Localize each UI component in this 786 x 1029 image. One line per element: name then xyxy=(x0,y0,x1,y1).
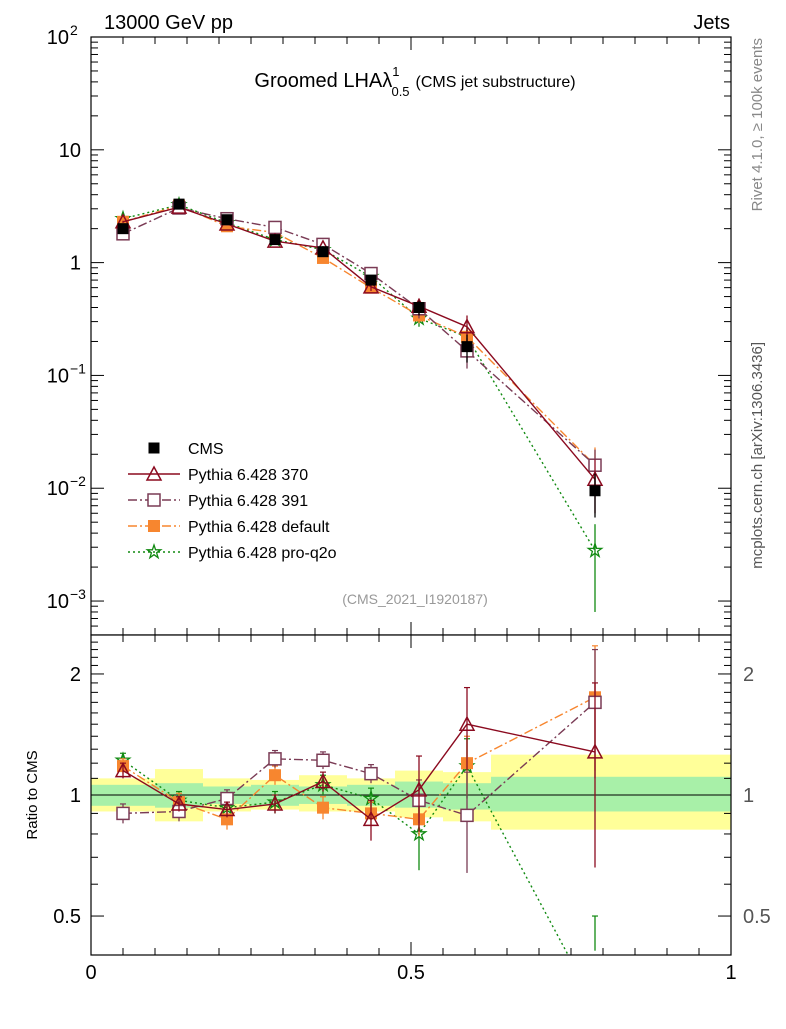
marker-square xyxy=(117,223,129,235)
y-tick-label-exponent: −1 xyxy=(70,360,86,376)
y-tick-label-exponent: −2 xyxy=(70,473,86,489)
x-tick-label: 0 xyxy=(85,962,96,984)
rivet-version-label: Rivet 4.1.0, ≥ 100k events xyxy=(749,38,766,211)
marker-open-square xyxy=(268,752,282,766)
marker-triangle xyxy=(266,795,284,811)
y-tick-label: 10 xyxy=(47,365,69,387)
ratio-y-tick-label: 0.5 xyxy=(53,906,81,928)
series-line xyxy=(122,207,596,466)
header-category: Jets xyxy=(693,12,730,34)
marker-star xyxy=(586,541,604,558)
marker-triangle xyxy=(458,318,476,334)
marker-open-square xyxy=(147,493,161,507)
marker-triangle xyxy=(170,795,188,811)
marker-square xyxy=(148,442,160,454)
marker-open-square xyxy=(268,220,282,235)
legend-label: Pythia 6.428 default xyxy=(188,519,330,536)
y-tick-label: 10 xyxy=(47,591,69,613)
marker-triangle xyxy=(410,781,428,797)
ratio-series xyxy=(91,645,731,955)
main-title: Groomed LHAλ1 0.5 (CMS jet substructure) xyxy=(254,64,575,99)
x-tick-label: 0.5 xyxy=(397,962,425,984)
legend-label: Pythia 6.428 391 xyxy=(188,493,308,510)
header-energy: 13000 GeV pp xyxy=(104,12,233,34)
ratio-y-axis-label: Ratio to CMS xyxy=(24,750,41,839)
marker-triangle xyxy=(362,278,380,294)
main-series xyxy=(114,195,604,612)
series-line xyxy=(122,206,596,480)
marker-square xyxy=(221,813,233,826)
marker-square xyxy=(221,214,233,226)
marker-triangle xyxy=(218,800,236,817)
marker-star xyxy=(410,824,428,842)
y-tick-label: 10 xyxy=(47,478,69,500)
marker-square xyxy=(317,246,329,258)
title-subtitle: (CMS jet substructure) xyxy=(416,74,576,91)
title-sup: 1 xyxy=(392,64,399,79)
marker-square xyxy=(148,520,160,532)
main-frame xyxy=(90,36,732,636)
y-tick-label: 10 xyxy=(59,140,81,162)
ratio-plot: 2 2 1 1 0.5 0.5 0 0.5 1 Ratio to CMS xyxy=(24,634,771,984)
x-tick-label: 1 xyxy=(725,962,736,984)
title-symbol: λ xyxy=(382,70,392,92)
y-tick-label-exponent: −3 xyxy=(70,586,86,602)
marker-square xyxy=(589,485,601,497)
marker-open-square xyxy=(316,753,330,768)
series-line xyxy=(122,204,596,551)
marker-open-square xyxy=(116,806,130,821)
marker-triangle xyxy=(145,465,163,481)
series-line xyxy=(122,204,596,466)
legend-label: Pythia 6.428 pro-q2o xyxy=(188,545,337,562)
marker-triangle xyxy=(314,772,332,789)
marker-square xyxy=(413,302,425,314)
title-text: Groomed LHA xyxy=(254,70,382,92)
ratio-y-tick-label-right: 1 xyxy=(743,785,754,807)
marker-triangle xyxy=(114,762,132,778)
ratio-y-tick-label: 2 xyxy=(70,664,81,686)
legend-label: Pythia 6.428 370 xyxy=(188,467,308,484)
marker-square xyxy=(365,274,377,286)
marker-square xyxy=(317,251,329,264)
y-tick-label: 10 xyxy=(47,27,69,49)
mcplots-label: mcplots.cern.ch [arXiv:1306.3436] xyxy=(749,342,766,569)
marker-square xyxy=(269,234,281,246)
marker-square xyxy=(461,341,473,353)
ratio-y-tick-label: 1 xyxy=(70,785,81,807)
marker-square xyxy=(269,769,281,782)
ratio-y-tick-label-right: 0.5 xyxy=(743,906,771,928)
marker-triangle xyxy=(458,715,476,731)
marker-triangle xyxy=(362,810,380,827)
y-tick-label: 1 xyxy=(70,253,81,275)
marker-star xyxy=(145,542,163,560)
marker-square xyxy=(173,198,185,210)
marker-square xyxy=(317,801,329,814)
title-sub: 0.5 xyxy=(391,84,409,99)
ratio-y-tick-label-right: 2 xyxy=(743,664,754,686)
marker-open-square xyxy=(364,766,378,781)
analysis-id: (CMS_2021_I1920187) xyxy=(342,591,488,607)
y-tick-label-exponent: 2 xyxy=(70,22,78,38)
marker-triangle xyxy=(586,743,604,759)
legend: CMS Pythia 6.428 370 Pythia 6.428 391 Pythi… xyxy=(128,441,337,562)
band-inner xyxy=(491,776,731,812)
legend-label: CMS xyxy=(188,441,224,458)
marker-open-square xyxy=(460,808,474,823)
